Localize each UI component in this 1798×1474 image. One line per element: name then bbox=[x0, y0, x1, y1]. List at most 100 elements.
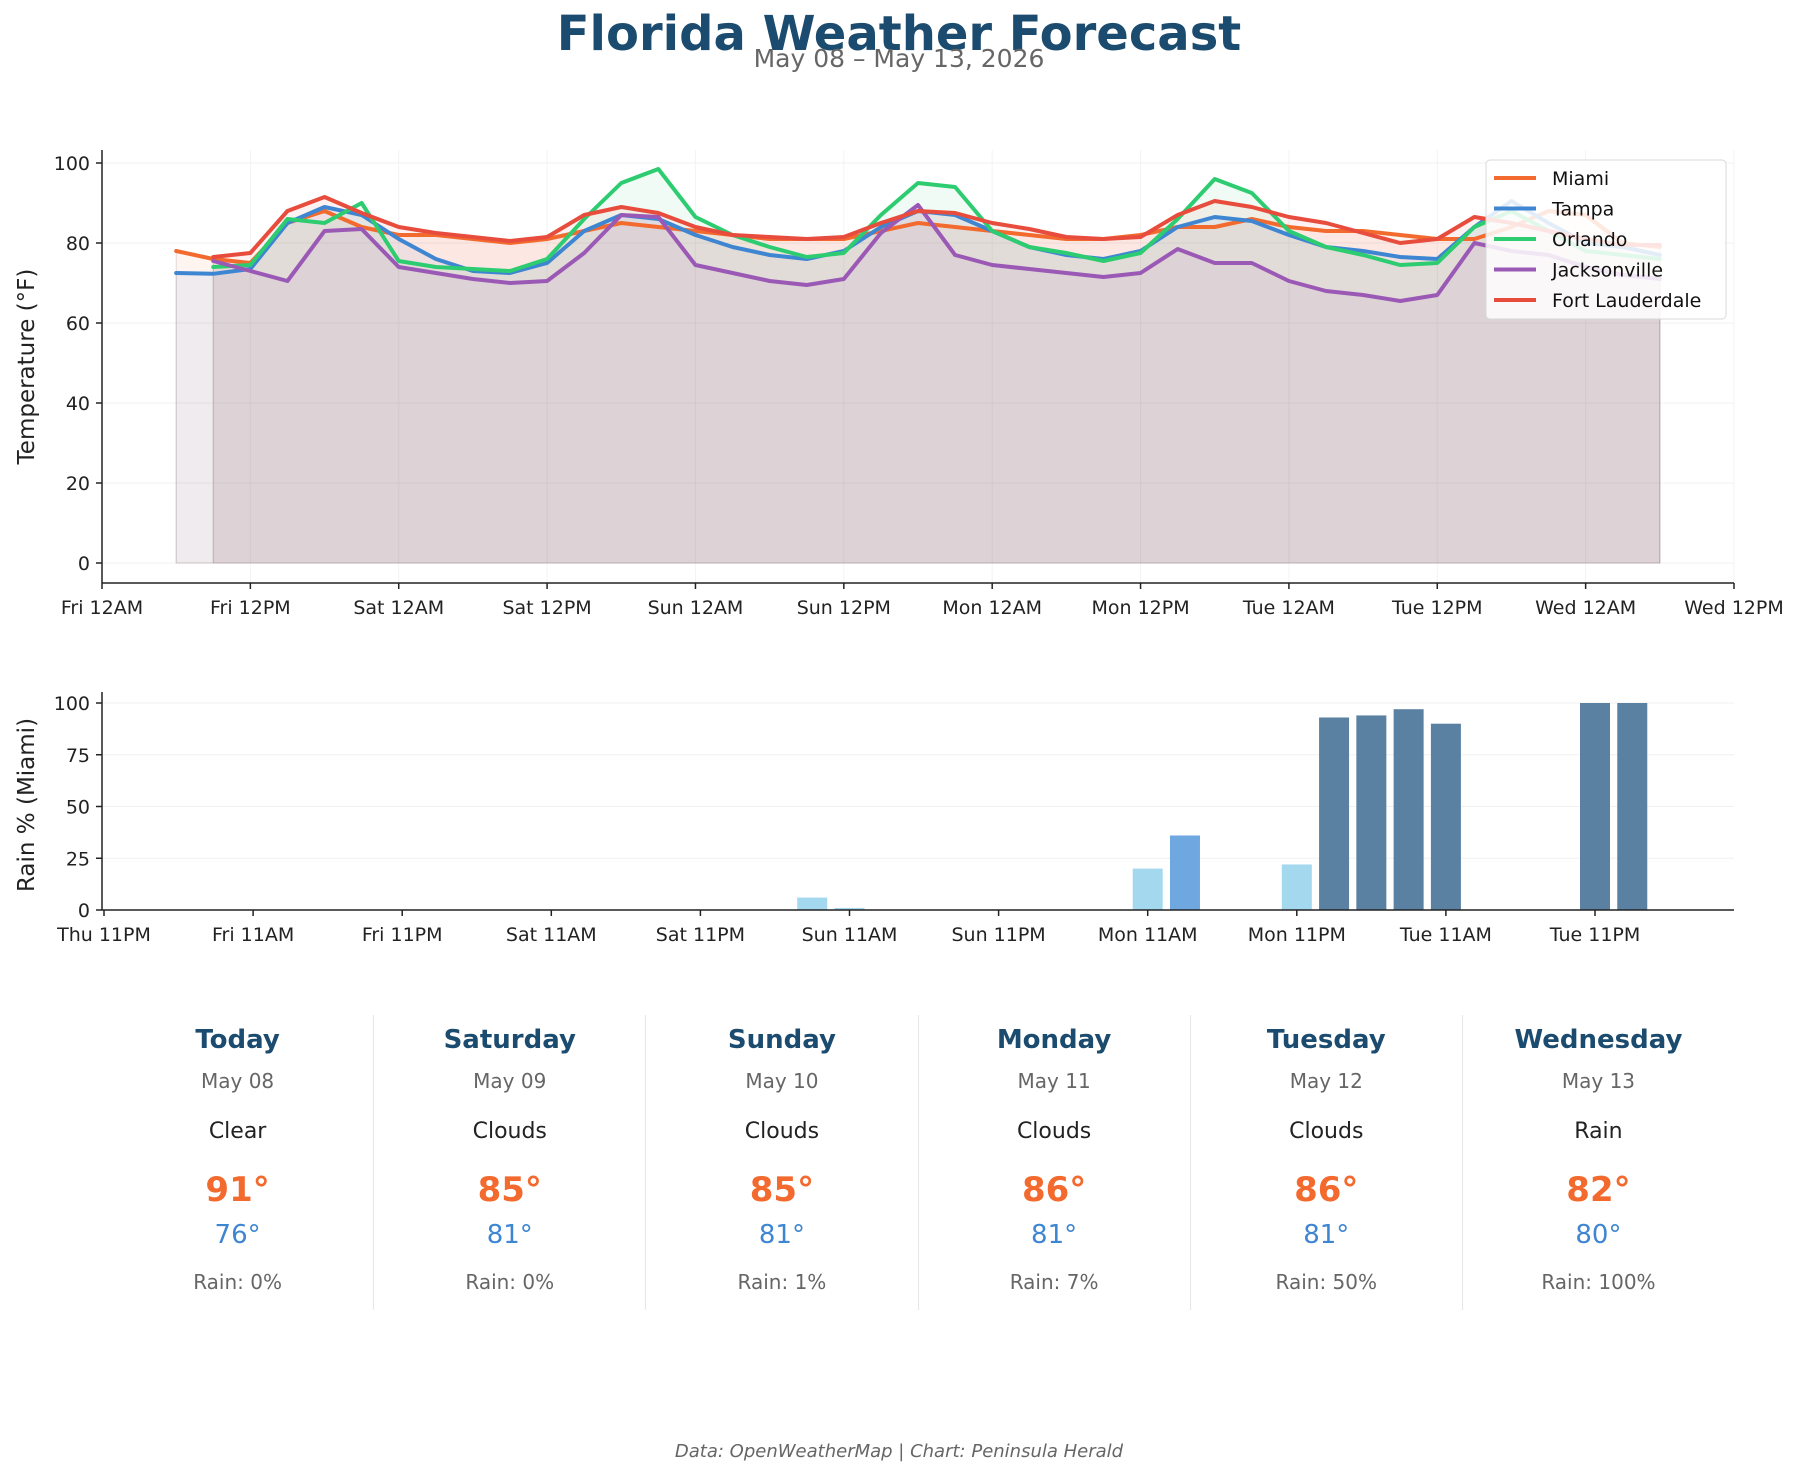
x-tick-label: Thu 11PM bbox=[56, 924, 151, 946]
page-title: Florida Weather Forecast bbox=[556, 6, 1242, 62]
card-high-temp: 86° bbox=[1294, 1170, 1359, 1210]
x-tick-label: Sun 12AM bbox=[648, 597, 744, 619]
x-tick-label: Mon 11AM bbox=[1098, 924, 1198, 946]
x-tick-label: Sat 12PM bbox=[502, 597, 591, 619]
card-rain-chance: Rain: 7% bbox=[1009, 1270, 1099, 1294]
y-tick-label: 40 bbox=[66, 393, 90, 415]
forecast-card: Monday May 11 Clouds 86° 81° Rain: 7% bbox=[917, 1015, 1190, 1310]
rain-bar bbox=[797, 897, 828, 910]
card-rain-chance: Rain: 0% bbox=[465, 1270, 555, 1294]
card-low-temp: 80° bbox=[1575, 1220, 1622, 1250]
card-low-temp: 81° bbox=[486, 1220, 533, 1250]
y-tick-label: 50 bbox=[66, 797, 90, 819]
x-tick-label: Mon 12PM bbox=[1091, 597, 1189, 619]
x-tick-label: Sat 12AM bbox=[353, 597, 444, 619]
card-low-temp: 76° bbox=[214, 1220, 261, 1250]
y-tick-label: 25 bbox=[66, 848, 90, 870]
legend-label: Tampa bbox=[1551, 199, 1614, 221]
x-tick-label: Tue 12AM bbox=[1242, 597, 1335, 619]
x-tick-label: Tue 11AM bbox=[1399, 924, 1492, 946]
page-subtitle: May 08 – May 13, 2026 bbox=[753, 44, 1045, 73]
x-tick-label: Sat 11PM bbox=[656, 924, 745, 946]
x-tick-label: Sat 11AM bbox=[506, 924, 597, 946]
card-high-temp: 85° bbox=[749, 1170, 815, 1210]
card-condition: Clouds bbox=[1289, 1119, 1364, 1144]
card-rain-chance: Rain: 50% bbox=[1275, 1270, 1378, 1294]
card-date: May 12 bbox=[1289, 1069, 1363, 1093]
card-date: May 10 bbox=[745, 1069, 819, 1093]
rain-bar bbox=[1169, 835, 1200, 910]
x-tick-label: Sun 12PM bbox=[797, 597, 891, 619]
card-condition: Clear bbox=[208, 1119, 267, 1144]
y-tick-label: 20 bbox=[66, 473, 90, 495]
card-date: May 13 bbox=[1561, 1069, 1636, 1093]
forecast-card: Saturday May 09 Clouds 85° 81° Rain: 0% bbox=[373, 1015, 645, 1310]
series-line bbox=[211, 203, 1662, 303]
card-low-temp: 81° bbox=[758, 1220, 805, 1250]
y-axis-label: Temperature (°F) bbox=[14, 269, 40, 466]
card-date: May 08 bbox=[201, 1069, 275, 1093]
y-tick-label: 100 bbox=[54, 153, 90, 175]
y-tick-label: 75 bbox=[66, 745, 90, 767]
x-tick-label: Fri 12PM bbox=[210, 597, 291, 619]
card-condition: Rain bbox=[1574, 1119, 1623, 1144]
card-rain-chance: Rain: 1% bbox=[737, 1270, 827, 1294]
card-day: Sunday bbox=[727, 1025, 836, 1055]
card-condition: Clouds bbox=[1016, 1119, 1092, 1144]
daily-forecast-cards: Today May 08 Clear 91° 76° Rain: 0% Satu… bbox=[102, 1015, 1734, 1310]
card-condition: Clouds bbox=[744, 1119, 820, 1144]
y-tick-label: 100 bbox=[54, 693, 90, 715]
rain-bar bbox=[1132, 868, 1163, 910]
footer-credit: Data: OpenWeatherMap | Chart: Peninsula … bbox=[674, 1441, 1124, 1462]
card-condition: Clouds bbox=[472, 1119, 547, 1144]
rain-bar bbox=[1356, 715, 1387, 910]
y-tick-label: 0 bbox=[78, 900, 90, 922]
rain-bar bbox=[1617, 703, 1648, 910]
rain-bar bbox=[1393, 709, 1424, 910]
card-day: Saturday bbox=[443, 1025, 576, 1055]
card-high-temp: 86° bbox=[1021, 1170, 1087, 1210]
y-tick-label: 0 bbox=[78, 553, 90, 575]
series-line bbox=[211, 195, 1662, 259]
rain-bar bbox=[1319, 717, 1350, 910]
rain-bar bbox=[1580, 703, 1610, 910]
legend-label: Fort Lauderdale bbox=[1552, 290, 1701, 312]
x-tick-label: Wed 12PM bbox=[1684, 597, 1784, 619]
card-rain-chance: Rain: 100% bbox=[1541, 1270, 1656, 1294]
card-high-temp: 85° bbox=[477, 1170, 542, 1210]
card-high-temp: 91° bbox=[205, 1170, 270, 1210]
x-tick-label: Mon 11PM bbox=[1248, 924, 1346, 946]
card-date: May 11 bbox=[1017, 1069, 1091, 1093]
card-day: Tuesday bbox=[1266, 1025, 1386, 1055]
card-day: Monday bbox=[996, 1025, 1112, 1055]
forecast-card: Wednesday May 13 Rain 82° 80° Rain: 100% bbox=[1461, 1015, 1734, 1310]
x-tick-label: Sun 11AM bbox=[802, 924, 898, 946]
temperature-chart: 0 20 40 60 80 100 Fri 12AM Fri 12PM Sat 12AM Sat … bbox=[14, 150, 1784, 619]
card-high-temp: 82° bbox=[1566, 1170, 1631, 1210]
legend-label: Jacksonville bbox=[1551, 260, 1663, 282]
card-day: Wednesday bbox=[1514, 1025, 1683, 1055]
series-line bbox=[174, 209, 1662, 265]
x-tick-label: Fri 12AM bbox=[61, 597, 143, 619]
rain-bar bbox=[1281, 864, 1312, 910]
x-tick-label: Fri 11PM bbox=[362, 924, 443, 946]
rain-bar bbox=[834, 907, 865, 910]
x-tick-label: Sun 11PM bbox=[951, 924, 1045, 946]
y-tick-label: 60 bbox=[66, 313, 90, 335]
legend-box bbox=[1485, 159, 1727, 320]
x-tick-label: Mon 12AM bbox=[942, 597, 1042, 619]
legend-label: Orlando bbox=[1552, 229, 1627, 251]
forecast-card: Today May 08 Clear 91° 76° Rain: 0% bbox=[102, 1015, 373, 1310]
card-rain-chance: Rain: 0% bbox=[193, 1270, 282, 1294]
rain-chart: 0 25 50 75 100 Thu 11PM Fri 11AM Fri 11PM Sat 11… bbox=[14, 692, 1734, 946]
series-line bbox=[211, 167, 1662, 273]
forecast-card: Sunday May 10 Clouds 85° 81° Rain: 1% bbox=[645, 1015, 917, 1310]
card-low-temp: 81° bbox=[1303, 1220, 1350, 1250]
x-tick-label: Tue 12PM bbox=[1391, 597, 1483, 619]
forecast-card: Tuesday May 12 Clouds 86° 81° Rain: 50% bbox=[1189, 1015, 1462, 1310]
y-axis-label: Rain % (Miami) bbox=[14, 718, 40, 892]
card-low-temp: 81° bbox=[1031, 1220, 1078, 1250]
card-date: May 09 bbox=[473, 1069, 547, 1093]
y-tick-label: 80 bbox=[66, 233, 90, 255]
x-tick-label: Wed 12AM bbox=[1535, 597, 1636, 619]
